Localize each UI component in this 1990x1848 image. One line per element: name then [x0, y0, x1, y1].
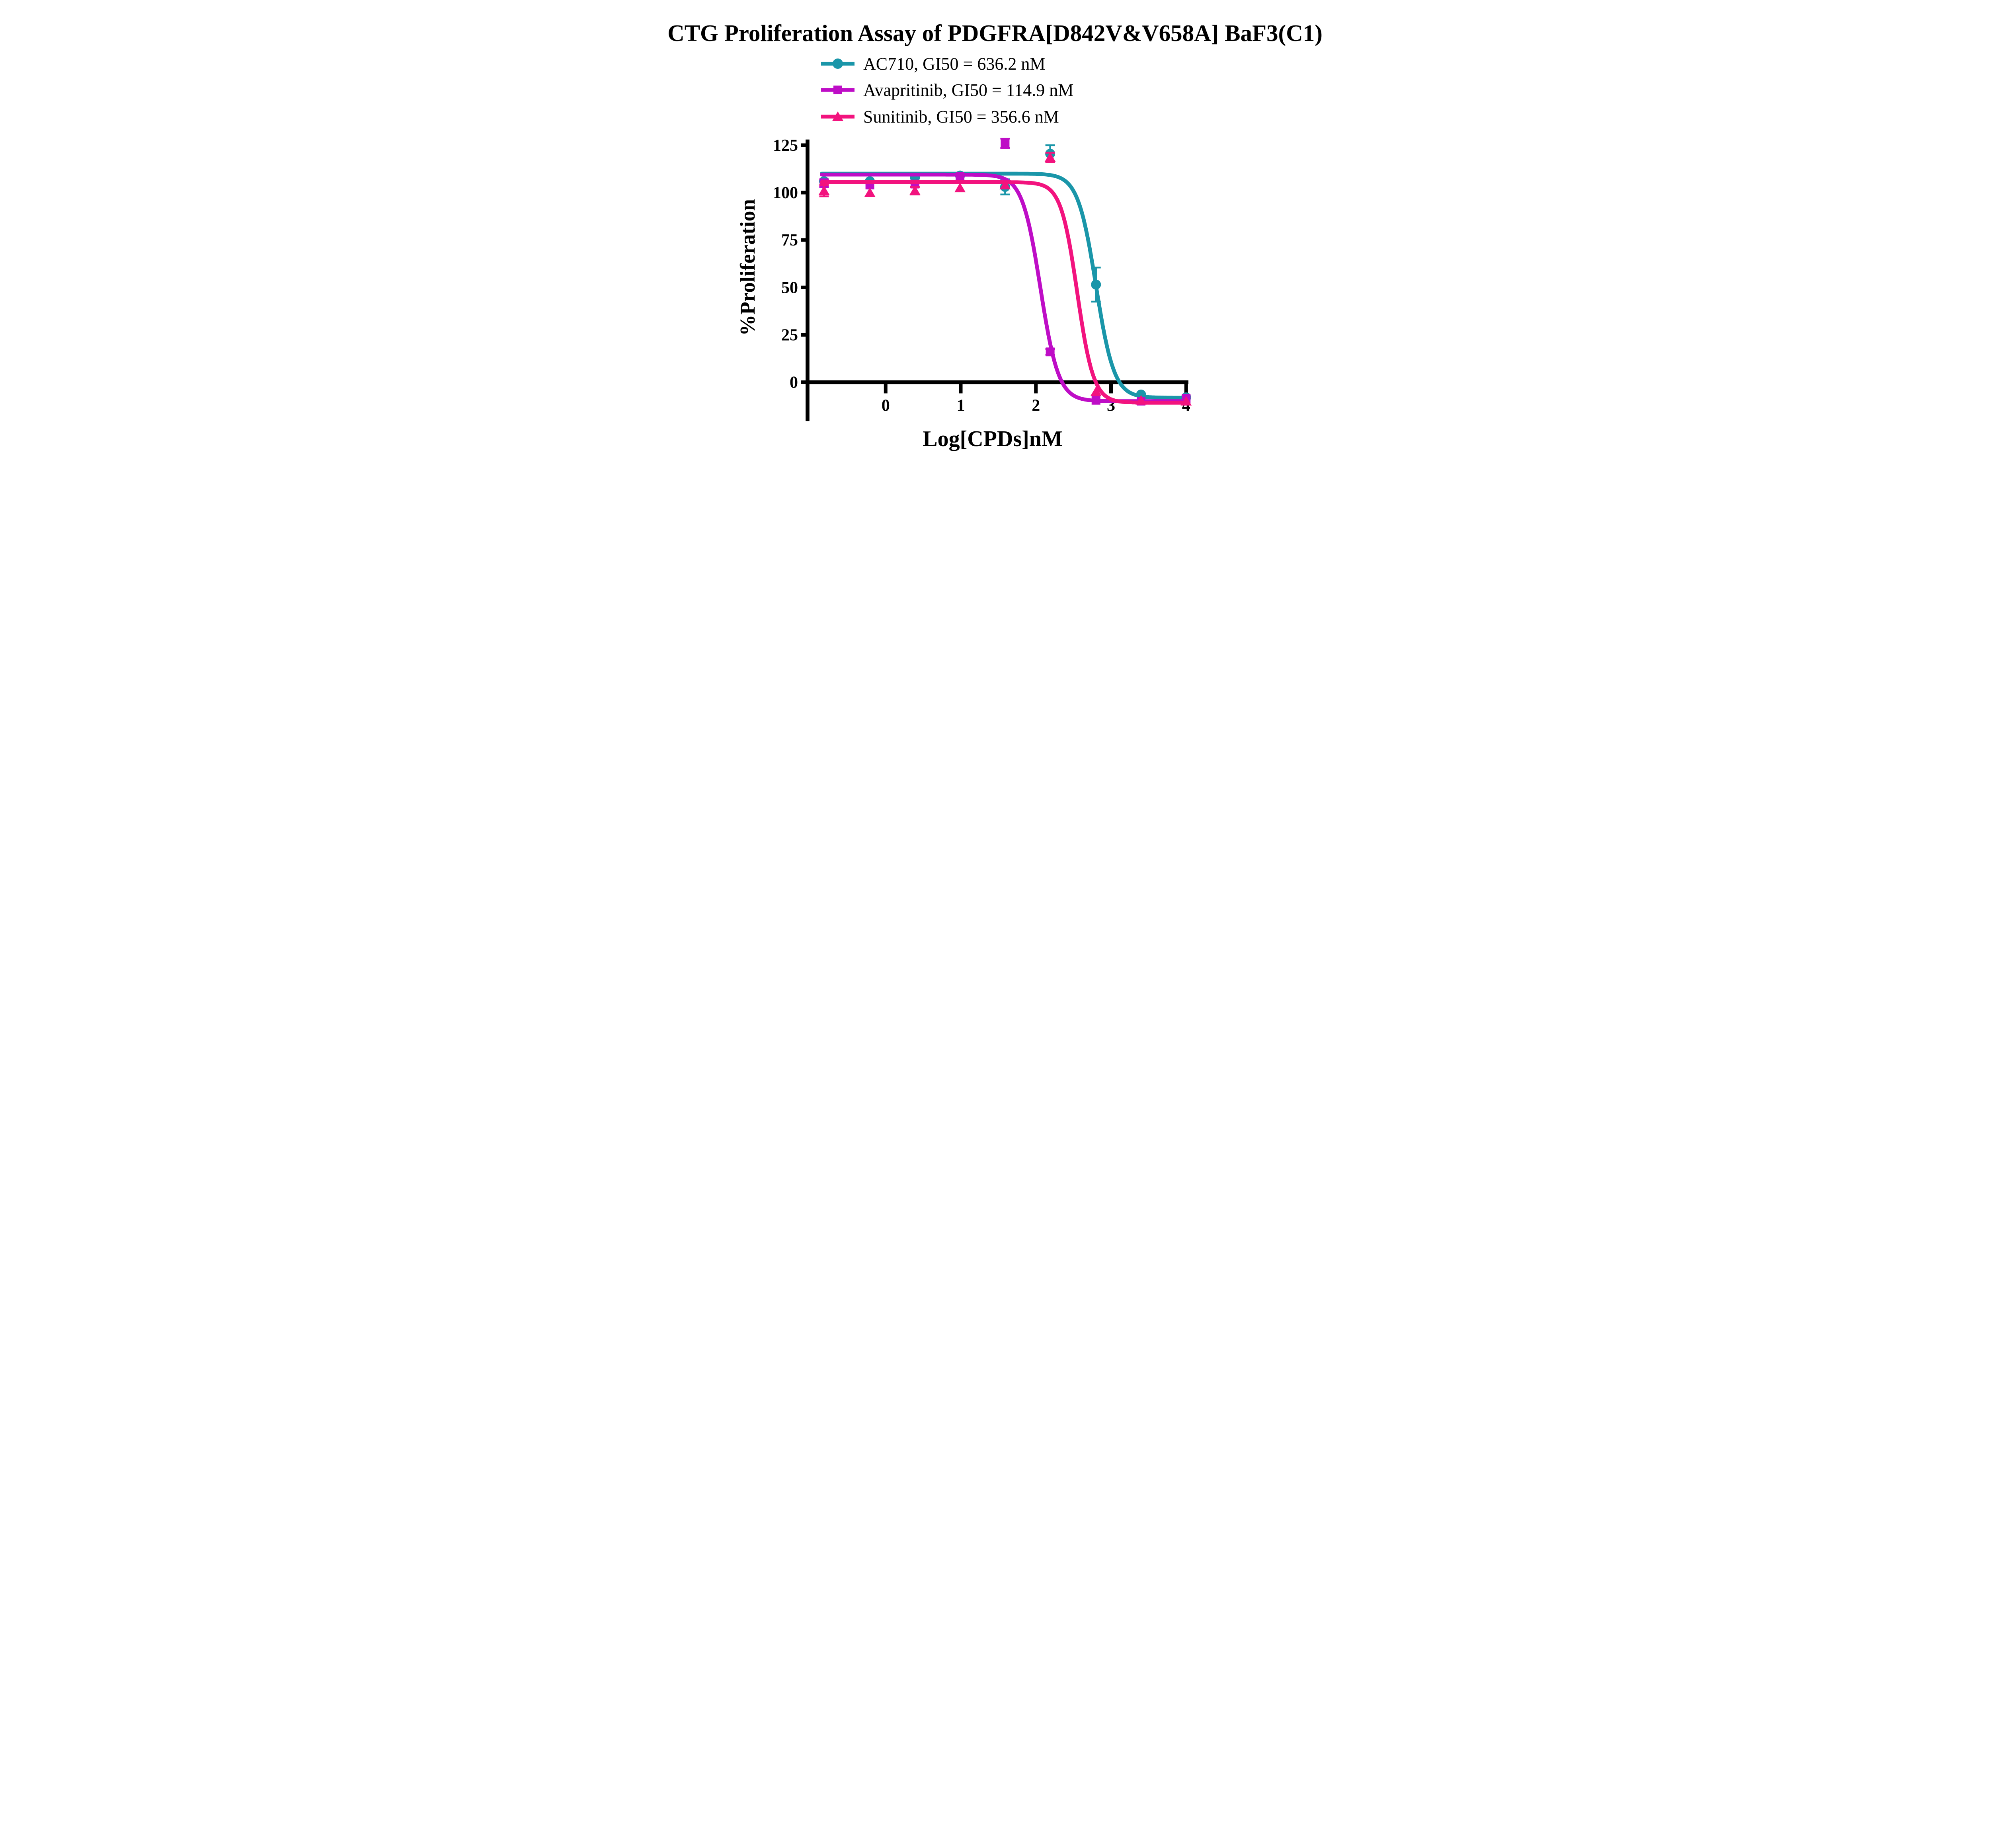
y-tick-label: 100	[773, 184, 798, 202]
legend-label-sunitinib: Sunitinib, GI50 = 356.6 nM	[863, 107, 1059, 127]
legend-item-avapritinib: Avapritinib, GI50 = 114.9 nM	[821, 80, 1073, 100]
legend-label-ac710: AC710, GI50 = 636.2 nM	[863, 54, 1046, 74]
avapritinib-curve	[819, 172, 1189, 403]
legend-label-avapritinib: Avapritinib, GI50 = 114.9 nM	[863, 80, 1073, 100]
avapritinib-marker	[1000, 139, 1009, 148]
x-tick-label: 1	[956, 397, 965, 415]
y-tick-label: 75	[781, 231, 798, 250]
ac710-curve	[819, 172, 1189, 400]
chart-title: CTG Proliferation Assay of PDGFRA[D842V&…	[667, 20, 1323, 46]
sunitinib-curve	[819, 180, 1189, 405]
sunitinib-marker	[864, 187, 876, 197]
sunitinib-marker	[1180, 396, 1192, 406]
avapritinib-series	[819, 137, 1190, 406]
sunitinib-marker	[909, 185, 921, 195]
x-tick-label: 2	[1032, 397, 1040, 415]
sunitinib-marker	[999, 179, 1011, 189]
y-tick-label: 25	[781, 326, 798, 344]
avapritinib-marker	[955, 172, 964, 181]
y-tick-label: 50	[781, 279, 798, 297]
x-tick-label: 0	[881, 397, 890, 415]
sunitinib-marker	[954, 183, 966, 193]
y-axis-title: %Proliferation	[736, 199, 759, 335]
sunitinib-series	[818, 152, 1192, 406]
sunitinib-triangle-marker-icon	[832, 111, 843, 121]
ac710-circle-marker-icon	[832, 58, 843, 69]
ac710-marker	[1091, 279, 1101, 290]
x-axis-title: Log[CPDs]nM	[923, 427, 1063, 451]
sunitinib-marker	[1090, 386, 1102, 396]
legend-item-sunitinib: Sunitinib, GI50 = 356.6 nM	[821, 107, 1059, 127]
avapritinib-marker	[1046, 347, 1055, 357]
legend-item-ac710: AC710, GI50 = 636.2 nM	[821, 54, 1046, 74]
sunitinib-marker	[818, 185, 829, 195]
dose-response-plot: CTG Proliferation Assay of PDGFRA[D842V&…	[667, 20, 1323, 451]
legend: AC710, GI50 = 636.2 nM Avapritinib, GI50…	[821, 54, 1073, 127]
avapritinib-square-marker-icon	[833, 86, 842, 94]
avapritinib-marker	[1091, 396, 1100, 405]
sunitinib-marker	[1044, 152, 1056, 162]
data-series	[818, 137, 1192, 406]
y-tick-label: 0	[789, 374, 798, 392]
proliferation-assay-figure: CTG Proliferation Assay of PDGFRA[D842V&…	[656, 0, 1334, 462]
sunitinib-marker	[1135, 395, 1147, 405]
y-tick-label: 125	[773, 136, 798, 155]
